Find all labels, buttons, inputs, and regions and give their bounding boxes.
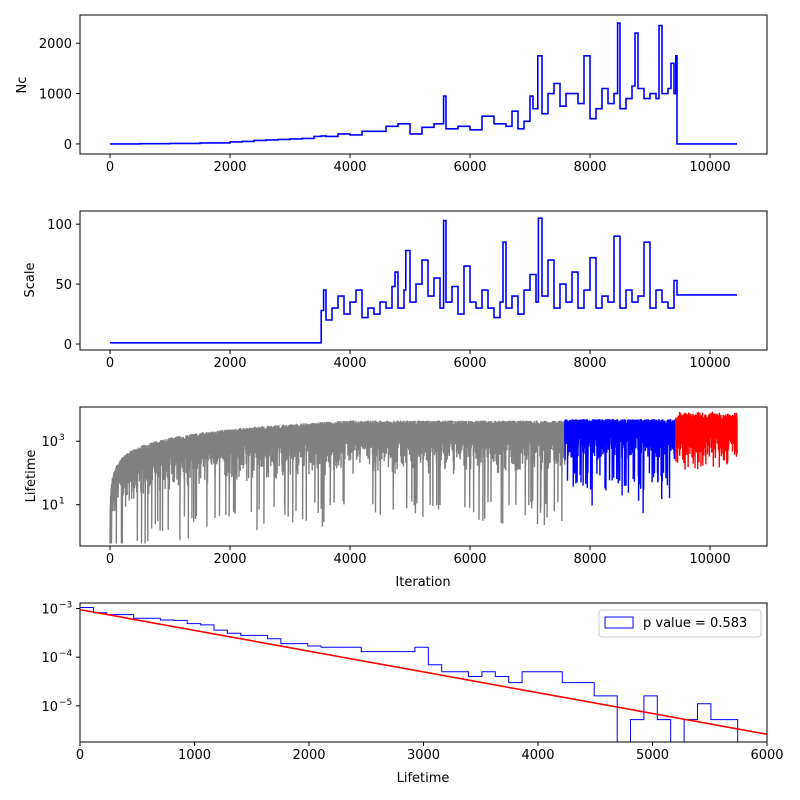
- axes-2-xtick-label: 8000: [573, 552, 606, 567]
- panel-nc: Nc 0 2000 4000 6000 8000 10000 0 1000 2000: [15, 14, 768, 175]
- ylabel-nc: Nc: [15, 77, 30, 94]
- axes-3-ytick-exponent: −4: [59, 649, 73, 659]
- panel-lifetime: Lifetime Iteration 0 2000 4000 6000 8000 1000…: [24, 406, 768, 590]
- axes-3-xtick-label: 5000: [636, 748, 669, 763]
- axes-3-ytick-label: 10: [41, 651, 58, 666]
- xlabel-iteration: Iteration: [395, 575, 450, 590]
- histogram-content: [80, 607, 767, 742]
- axes-2-xtick-label: 6000: [453, 552, 486, 567]
- axes-1-xtick-label: 6000: [453, 356, 486, 371]
- legend-swatch: [604, 616, 634, 629]
- axes-3-xtick-label: 2000: [292, 748, 325, 763]
- axes-2-ytick-exponent: 3: [59, 433, 65, 443]
- axes-1-ytick-label: 100: [47, 218, 72, 233]
- axes-2-xtick-label: 0: [106, 552, 114, 567]
- axes-1-xtick-label: 4000: [333, 356, 366, 371]
- axes-0-xtick-label: 8000: [573, 160, 606, 175]
- axes-2-xtick-label: 4000: [333, 552, 366, 567]
- axes-2-ytick-exponent: 1: [59, 497, 65, 507]
- axes-2-frame: [79, 406, 768, 547]
- histogram-step: [80, 607, 739, 742]
- axes-0-ytick-label: 2000: [39, 37, 72, 52]
- axes-1-ytick-label: 50: [55, 278, 72, 293]
- axes-0-xtick-label: 6000: [453, 160, 486, 175]
- series-line-0-0: [110, 22, 737, 145]
- axes-3-xtick-label: 0: [76, 748, 84, 763]
- lifetime-traces: [109, 411, 738, 544]
- axes-2-xtick-label: 10000: [689, 552, 730, 567]
- fit-line: [80, 608, 767, 736]
- axes-2-ytick-label: 10: [41, 435, 58, 450]
- axes-3-xtick-label: 4000: [521, 748, 554, 763]
- axes-3-xtick-label: 6000: [750, 748, 783, 763]
- legend: p value = 0.583: [598, 609, 762, 638]
- axes-1-frame: [79, 210, 768, 351]
- axes-3-xtick-label: 3000: [407, 748, 440, 763]
- axes-3-ytick-exponent: −5: [59, 698, 72, 708]
- axes-0-xtick-label: 10000: [689, 160, 730, 175]
- axes-3-xtick-label: 1000: [178, 748, 211, 763]
- lifetime-series-0: [109, 420, 566, 544]
- axes-0-frame: [79, 14, 768, 155]
- axes-2-ytick-label: 10: [41, 499, 58, 514]
- legend-label: p value = 0.583: [643, 616, 747, 631]
- axes-1-xtick-label: 10000: [689, 356, 730, 371]
- axes-0-xtick-label: 2000: [213, 160, 246, 175]
- axes-3-ytick-exponent: −3: [59, 601, 72, 611]
- axes-2-xtick-label: 2000: [213, 552, 246, 567]
- axes-1-xtick-label: 2000: [213, 356, 246, 371]
- axes-3-ytick-label: 10: [41, 603, 58, 618]
- axes-1-xtick-label: 8000: [573, 356, 606, 371]
- panel-scale: Scale 0 2000 4000 6000 8000 10000 0 50 100: [23, 210, 768, 371]
- xlabel-lifetime: Lifetime: [397, 771, 450, 786]
- ylabel-scale: Scale: [23, 263, 38, 298]
- axes-1-xtick-label: 0: [106, 356, 114, 371]
- axes-3-ytick-label: 10: [41, 700, 58, 715]
- axes-0-xtick-label: 0: [106, 160, 114, 175]
- lifetime-series-2: [675, 411, 738, 470]
- legend-frame: [598, 609, 762, 638]
- series-line-1-0: [110, 217, 737, 344]
- axes-0-xtick-label: 4000: [333, 160, 366, 175]
- axes-0-ytick-label: 1000: [39, 88, 72, 103]
- ylabel-lifetime: Lifetime: [24, 450, 39, 503]
- axes-0-ytick-label: 0: [64, 138, 72, 153]
- axes-1-ytick-label: 0: [64, 338, 72, 353]
- lifetime-series-1: [564, 419, 677, 514]
